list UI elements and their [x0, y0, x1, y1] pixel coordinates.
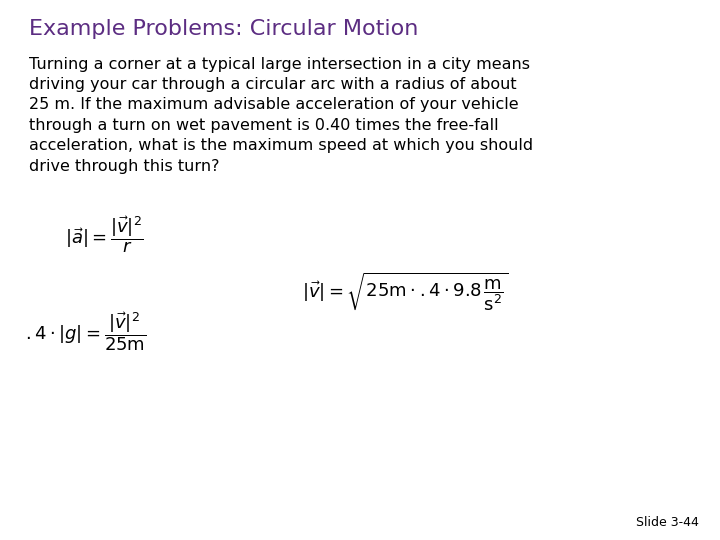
Text: $|\vec{v}| = \sqrt{25\mathrm{m} \cdot .4 \cdot 9.8\,\dfrac{\mathrm{m}}{\mathrm{s: $|\vec{v}| = \sqrt{25\mathrm{m} \cdot .4… [302, 271, 508, 313]
Text: Turning a corner at a typical large intersection in a city means
driving your ca: Turning a corner at a typical large inte… [29, 57, 533, 174]
Text: Slide 3-44: Slide 3-44 [636, 516, 698, 529]
Text: Example Problems: Circular Motion: Example Problems: Circular Motion [29, 19, 418, 39]
Text: $.4 \cdot |g| = \dfrac{|\vec{v}|^2}{25\mathrm{m}}$: $.4 \cdot |g| = \dfrac{|\vec{v}|^2}{25\m… [25, 310, 147, 354]
Text: $|\vec{a}| = \dfrac{|\vec{v}|^2}{r}$: $|\vec{a}| = \dfrac{|\vec{v}|^2}{r}$ [65, 214, 143, 255]
